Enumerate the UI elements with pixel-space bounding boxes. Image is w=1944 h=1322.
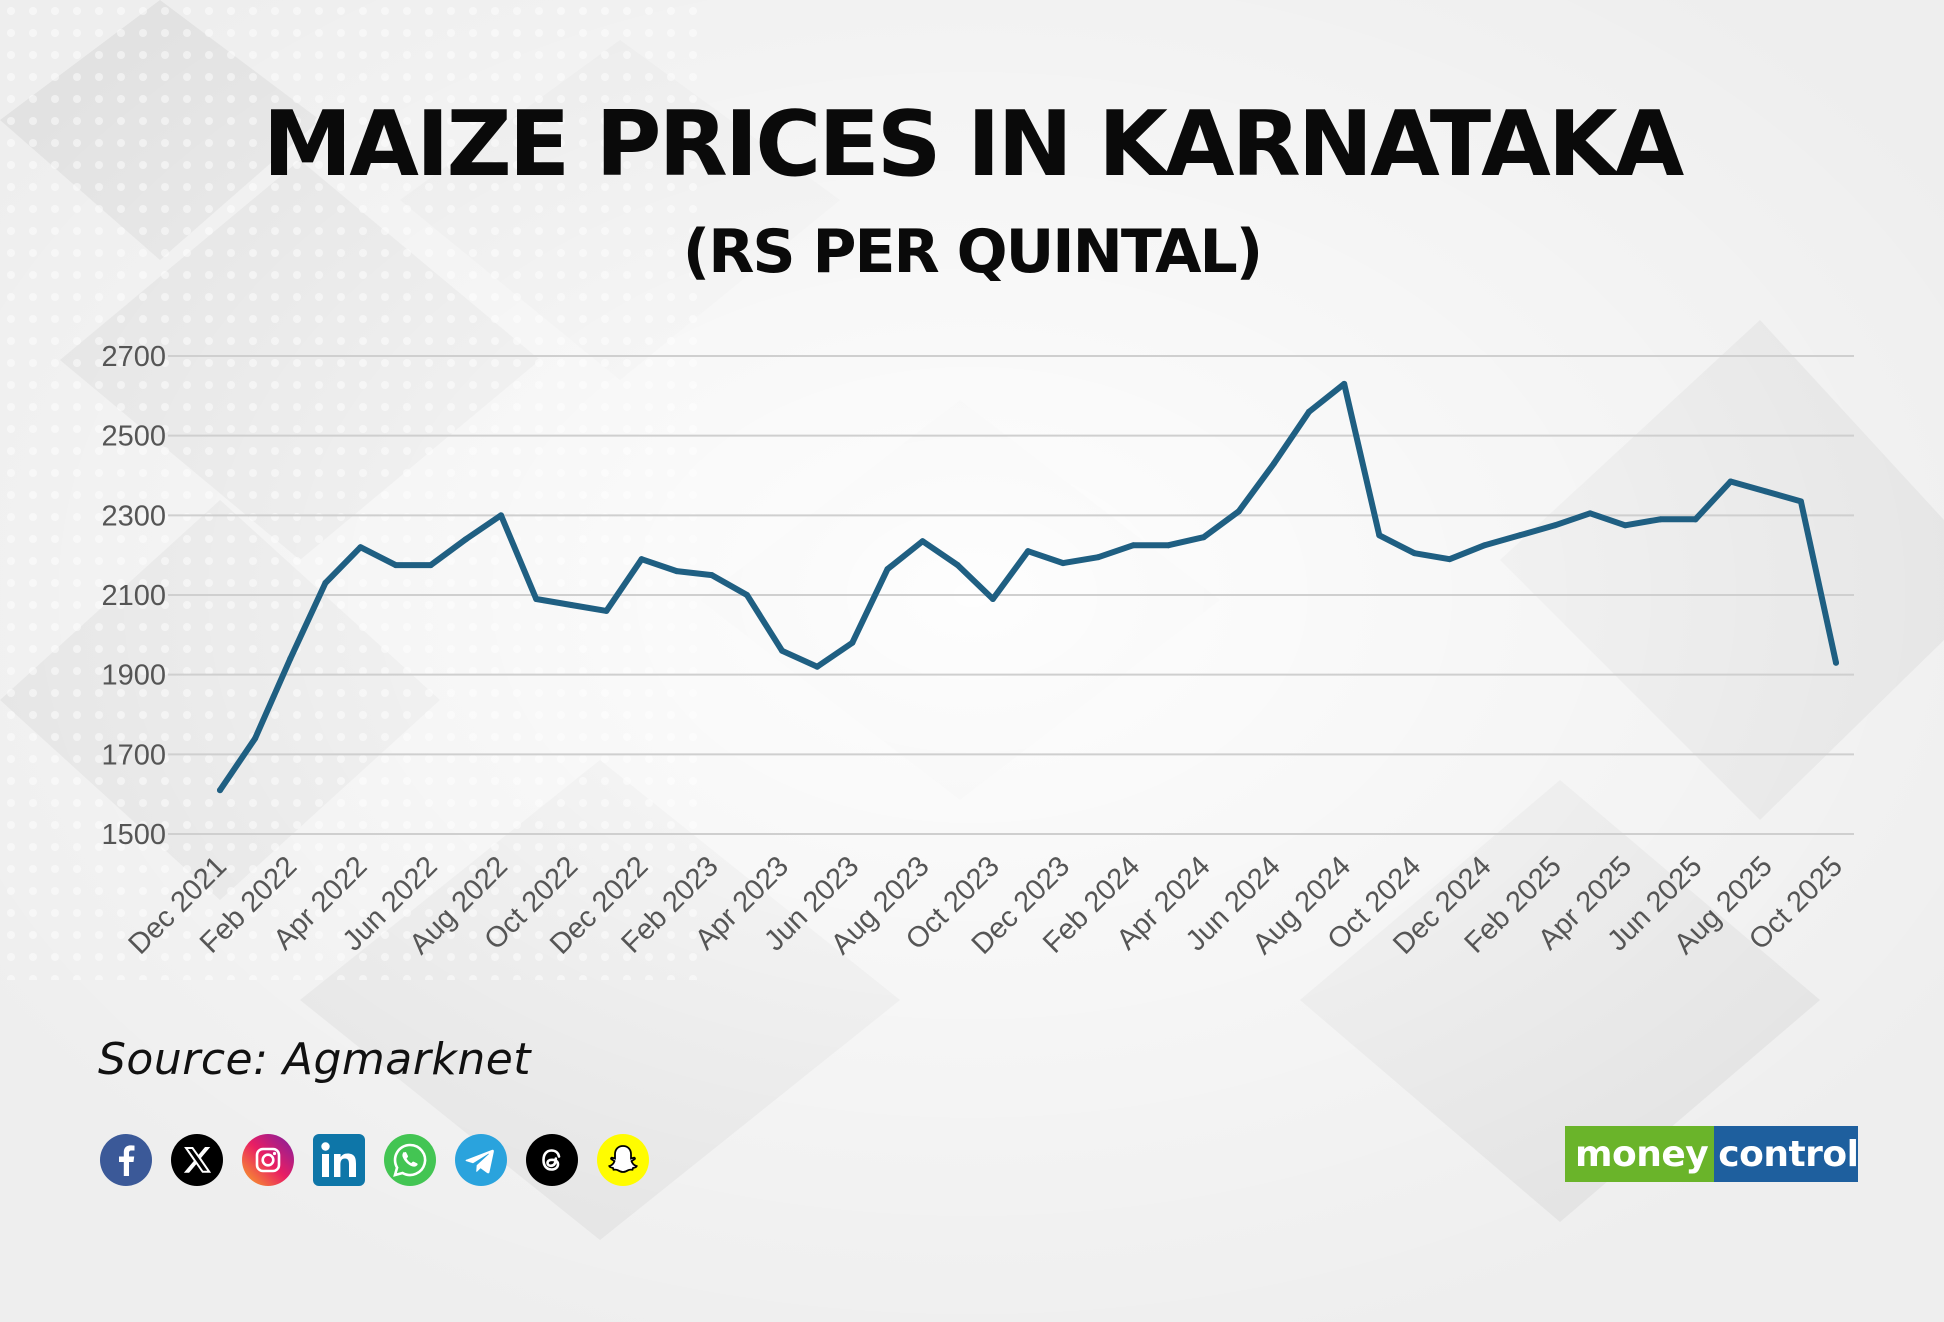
data-point: [1481, 542, 1488, 549]
chart-title: MAIZE PRICES IN KARNATAKA: [262, 92, 1684, 197]
data-point: [1516, 532, 1523, 539]
y-axis-ticks: 1500 1700 1900 2100 2300 2500 2700: [101, 341, 166, 851]
data-point: [498, 512, 505, 519]
data-point: [1060, 560, 1067, 567]
social-icons-row: [100, 1134, 649, 1186]
data-point: [533, 595, 540, 602]
data-point: [1797, 498, 1804, 505]
data-point: [568, 601, 575, 608]
series-line: [217, 380, 1839, 794]
gridlines: [168, 355, 1854, 835]
data-point: [779, 647, 786, 654]
data-point: [673, 568, 680, 575]
data-point: [919, 538, 926, 545]
data-point: [1341, 380, 1348, 387]
data-point: [1235, 508, 1242, 515]
data-point: [287, 655, 294, 662]
snapchat-icon[interactable]: [597, 1134, 649, 1186]
data-point: [1833, 659, 1839, 666]
data-point: [427, 562, 434, 569]
y-tick-label: 1700: [101, 739, 166, 771]
data-point: [1692, 516, 1699, 523]
instagram-icon[interactable]: [242, 1134, 294, 1186]
data-point: [849, 639, 856, 646]
data-point: [1551, 522, 1558, 529]
y-tick-label: 2700: [101, 341, 166, 373]
facebook-icon[interactable]: [100, 1134, 152, 1186]
y-tick-label: 2100: [101, 580, 166, 612]
whatsapp-icon[interactable]: [384, 1134, 436, 1186]
data-point: [357, 544, 364, 551]
data-point: [1165, 542, 1172, 549]
logo-control: control: [1714, 1126, 1858, 1182]
source-note: Source: Agmarknet: [98, 1034, 532, 1085]
data-point: [1411, 550, 1418, 557]
data-point: [814, 663, 821, 670]
data-point: [1727, 478, 1734, 485]
telegram-icon[interactable]: [455, 1134, 507, 1186]
data-point: [392, 562, 399, 569]
y-tick-label: 1500: [101, 819, 166, 851]
data-point: [1657, 516, 1664, 523]
data-point: [884, 566, 891, 573]
moneycontrol-logo: money control: [1565, 1126, 1858, 1182]
data-point: [217, 787, 223, 794]
data-point: [954, 562, 961, 569]
y-tick-label: 2300: [101, 500, 166, 532]
data-point: [322, 580, 329, 587]
data-point: [708, 572, 715, 579]
data-point: [1446, 556, 1453, 563]
chart-subtitle: (RS PER QUINTAL): [682, 217, 1263, 287]
data-point: [1095, 554, 1102, 561]
data-point: [1762, 488, 1769, 495]
threads-icon[interactable]: [526, 1134, 578, 1186]
data-point: [462, 536, 469, 543]
data-point: [638, 556, 645, 563]
data-point: [1622, 522, 1629, 529]
logo-money: money: [1565, 1126, 1715, 1182]
data-point: [1130, 542, 1137, 549]
data-point: [252, 735, 259, 742]
data-point: [1270, 460, 1277, 467]
x-icon[interactable]: [171, 1134, 223, 1186]
data-point: [1306, 408, 1313, 415]
linkedin-icon[interactable]: [313, 1134, 365, 1186]
data-point: [1025, 548, 1031, 555]
data-point: [603, 607, 610, 614]
y-tick-label: 2500: [101, 421, 166, 453]
data-point: [743, 592, 750, 598]
y-tick-label: 1900: [101, 660, 166, 692]
series-line-group: [217, 380, 1839, 794]
data-point: [989, 595, 996, 602]
data-point: [1587, 510, 1594, 517]
data-point: [1200, 534, 1207, 541]
data-point: [1376, 532, 1383, 539]
